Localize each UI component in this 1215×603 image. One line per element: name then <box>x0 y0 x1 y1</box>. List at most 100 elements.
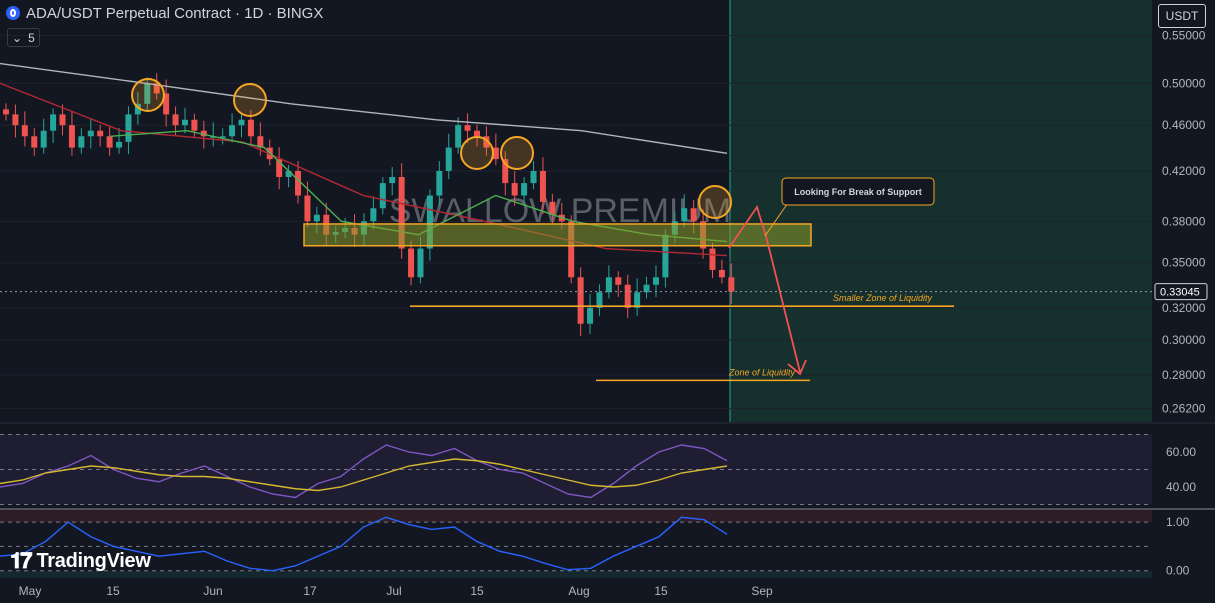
candle-body <box>276 159 283 178</box>
candle-body <box>229 125 236 137</box>
candle-body <box>50 114 57 131</box>
candle-body <box>389 177 396 184</box>
candle-body <box>502 159 509 184</box>
branding-text: TradingView <box>36 549 151 572</box>
candle-body <box>238 119 245 126</box>
candle-body <box>21 125 28 137</box>
time-tick-label: Jul <box>386 584 401 598</box>
candle-body <box>257 136 264 148</box>
candle-body <box>370 208 377 222</box>
price-tick-label: 0.42000 <box>1162 164 1206 178</box>
time-tick-label: May <box>19 584 42 598</box>
candle-body <box>68 125 75 148</box>
osc-lower-band <box>0 570 1152 578</box>
candle-body <box>436 170 443 196</box>
candle-body <box>295 170 302 196</box>
osc-tick-label: 1.00 <box>1166 515 1190 529</box>
candle-body <box>464 125 471 131</box>
candle-body <box>12 114 19 126</box>
current-price-label: 0.33045 <box>1160 287 1200 299</box>
current-price-badge <box>1154 283 1208 301</box>
candle-body <box>181 119 188 126</box>
smaller-liquidity-label: Smaller Zone of Liquidity <box>833 293 933 303</box>
candle-body <box>59 114 66 126</box>
candle-body <box>634 292 641 308</box>
candle-body <box>247 119 254 137</box>
candle-body <box>191 119 198 131</box>
candle-body <box>78 136 85 148</box>
time-tick-label: 15 <box>654 584 668 598</box>
candle-body <box>398 177 405 249</box>
price-tick-label: 0.35000 <box>1162 256 1206 270</box>
candle-body <box>445 147 452 171</box>
candle-body <box>304 195 311 222</box>
callout-label: Looking For Break of Support <box>794 187 922 197</box>
candle-body <box>596 292 603 308</box>
candle-body <box>615 277 622 285</box>
osc-tick-label: 0.00 <box>1166 564 1190 578</box>
candle-body <box>530 170 537 184</box>
candle-body <box>690 208 697 222</box>
price-tick-label: 0.46000 <box>1162 118 1206 132</box>
candle-body <box>483 136 490 148</box>
candle-body <box>474 130 480 137</box>
candle-body <box>568 221 575 278</box>
rsi-tick-label: 40.00 <box>1166 480 1196 494</box>
candle-body <box>549 201 556 215</box>
highlight-circle <box>698 185 732 219</box>
candle-body <box>709 248 716 270</box>
candle-body <box>153 83 160 94</box>
time-tick-label: Jun <box>203 584 222 598</box>
highlight-circle <box>460 136 494 170</box>
candle-body <box>97 130 104 137</box>
time-tick-label: Sep <box>751 584 773 598</box>
candle-body <box>643 284 650 293</box>
candle-body <box>624 284 631 308</box>
highlight-circle <box>131 78 165 112</box>
indicator-count: 5 <box>28 30 35 45</box>
time-tick-label: Aug <box>568 584 589 598</box>
candle-body <box>285 170 292 178</box>
rsi-line <box>0 444 728 499</box>
price-tick-label: 0.55000 <box>1162 28 1206 42</box>
candle-body <box>605 277 612 293</box>
moving-average-white-line <box>0 62 728 155</box>
candle-body <box>511 183 518 196</box>
indicator-toggle[interactable]: ⌄ 5 <box>7 28 40 47</box>
candle-body <box>31 136 38 148</box>
candle-body <box>200 130 207 137</box>
candle-body <box>577 277 584 324</box>
candle-body <box>40 130 47 148</box>
projected-path <box>728 204 801 373</box>
candle-body <box>144 83 151 104</box>
highlight-circle <box>233 83 267 117</box>
candle-body <box>652 277 659 285</box>
callout-pointer <box>764 199 791 237</box>
candle-body <box>172 114 179 126</box>
liquidity-label: Zone of Liquidity <box>728 367 796 377</box>
highlight-circle <box>500 136 534 170</box>
candle-body <box>87 130 94 137</box>
candle-body <box>3 109 9 115</box>
time-tick-label: 15 <box>470 584 484 598</box>
candle-body <box>492 147 499 160</box>
candle-body <box>587 307 594 324</box>
projection-region <box>730 0 1152 422</box>
time-tick-label: 15 <box>106 584 120 598</box>
candle-body <box>728 277 735 292</box>
price-tick-label: 0.32000 <box>1162 301 1206 315</box>
candle-body <box>219 136 226 138</box>
osc-upper-band <box>0 510 1152 523</box>
chevron-down-icon[interactable]: ⌄ <box>12 30 23 45</box>
candle-body <box>662 234 669 278</box>
price-tick-label: 0.26200 <box>1162 401 1206 415</box>
candle-body <box>379 183 386 209</box>
projected-path-arrowhead <box>787 359 807 376</box>
currency-button[interactable]: USDT <box>1158 4 1206 28</box>
rsi-signal-line <box>0 458 728 492</box>
tradingview-logo: 𝟏𝟕 TradingView <box>10 548 151 574</box>
rsi-tick-label: 60.00 <box>1166 445 1196 459</box>
chart-header: ADA/USDT Perpetual Contract · 1D · BINGX <box>6 4 323 22</box>
tradingview-mark-icon: 𝟏𝟕 <box>10 548 33 573</box>
